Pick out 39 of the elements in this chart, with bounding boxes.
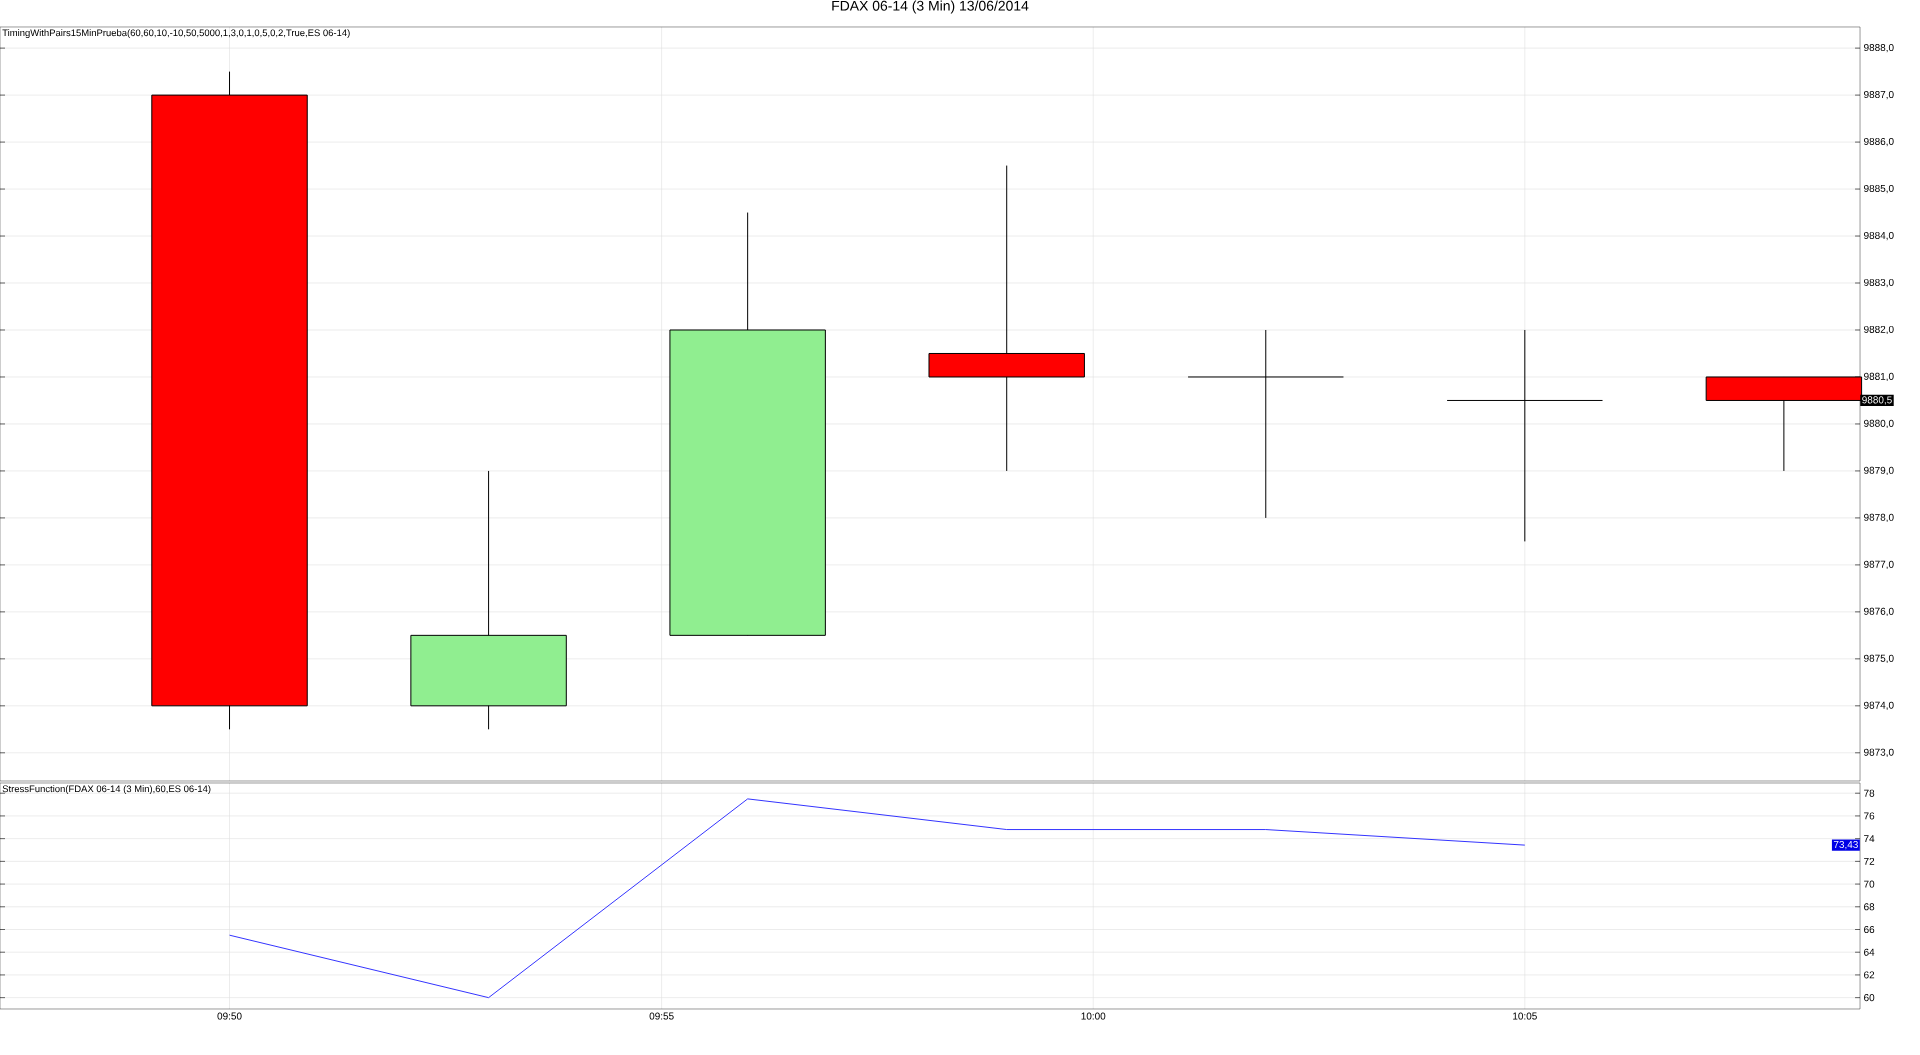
y-tick-label: 9887,0 — [1864, 90, 1894, 100]
x-tick-label: 10:00 — [1081, 1012, 1106, 1020]
y-tick-label: 9888,0 — [1864, 44, 1894, 53]
y-tick-label: 60 — [1864, 994, 1875, 1002]
y-tick-label: 9884,0 — [1864, 231, 1894, 241]
candlestick — [928, 165, 1085, 472]
candlestick — [1446, 329, 1604, 542]
y-tick-label: 78 — [1864, 789, 1875, 797]
y-tick-label: 9874,0 — [1864, 701, 1894, 710]
annotation: StressFunction(FDAX 06-14 (3 Min),60,ES 06-14) — [2, 785, 211, 794]
y-tick-label: 66 — [1864, 925, 1875, 934]
y-tick-label: 9886,0 — [1864, 137, 1894, 147]
y-tick-label: 9885,0 — [1864, 184, 1894, 194]
y-tick-label: 9880,0 — [1864, 419, 1894, 429]
y-tick-label: 9883,0 — [1864, 278, 1894, 288]
y-tick-label: 76 — [1864, 812, 1875, 820]
x-tick-label: 09:50 — [217, 1012, 242, 1020]
x-tick-label: 09:55 — [649, 1012, 674, 1020]
y-tick-label: 9873,0 — [1864, 748, 1894, 757]
annotation: 73,43 — [1833, 841, 1858, 850]
y-tick-label: 9876,0 — [1864, 607, 1894, 616]
y-tick-label: 9879,0 — [1864, 466, 1894, 476]
y-tick-label: 68 — [1864, 903, 1875, 911]
y-tick-label: 9881,0 — [1864, 372, 1894, 382]
y-tick-label: 9877,0 — [1864, 560, 1894, 570]
y-tick-label: 62 — [1864, 971, 1875, 979]
line-series — [229, 798, 1526, 999]
y-tick-label: 70 — [1864, 880, 1875, 888]
y-tick-label: 64 — [1864, 948, 1875, 956]
annotation: 9880,5 — [1862, 396, 1892, 405]
y-tick-label: 72 — [1864, 857, 1875, 865]
x-tick-label: 10:05 — [1513, 1012, 1537, 1020]
annotation: TimingWithPairs15MinPrueba(60,60,10,-10,50,5000,1,3,0,1,0,5,0,2,True,ES 06-14) — [2, 29, 350, 39]
chart-title: FDAX 06-14 (3 Min) 13/06/2014 — [832, 0, 1029, 14]
y-tick-label: 9875,0 — [1864, 654, 1894, 663]
y-tick-label: 9878,0 — [1864, 513, 1894, 523]
y-tick-label: 9882,0 — [1864, 325, 1894, 335]
candlestick — [1187, 329, 1344, 519]
y-tick-label: 74 — [1864, 835, 1875, 843]
